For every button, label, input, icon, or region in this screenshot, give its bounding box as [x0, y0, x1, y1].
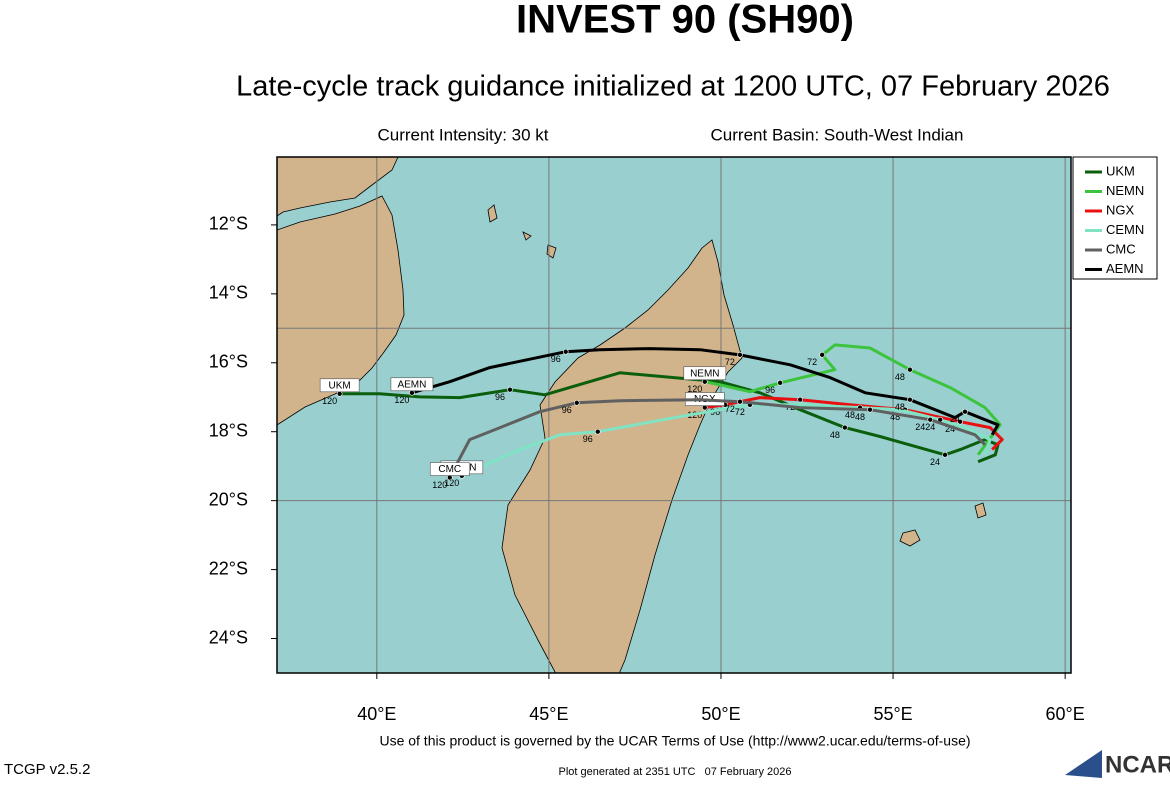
info-intensity: Current Intensity: 30 kt — [377, 125, 548, 144]
track-point — [957, 418, 963, 425]
track-point — [573, 399, 580, 406]
subtitle: Late-cycle track guidance initialized at… — [236, 71, 1110, 103]
track-point — [819, 352, 825, 358]
x-tick-label: 55°E — [873, 704, 912, 724]
hour-label: 48 — [890, 412, 900, 422]
track-name: UKM — [329, 380, 351, 391]
hour-label: 48 — [895, 372, 905, 382]
track-line — [704, 343, 1002, 456]
track-name-box — [390, 377, 434, 392]
islands — [487, 204, 987, 547]
tracks: 244896120UKM487296120NEMN24487296120NGX2… — [319, 343, 1004, 490]
legend-box — [1072, 156, 1158, 280]
legend-label: CMC — [1106, 241, 1136, 256]
track-point — [594, 428, 601, 435]
y-tick-label: 12°S — [209, 214, 248, 234]
hour-label: 72 — [735, 407, 745, 417]
plot-frame — [276, 156, 1072, 674]
hour-label: 24 — [945, 424, 955, 434]
hour-label: 48 — [830, 430, 840, 440]
hour-label: 72 — [807, 357, 817, 367]
logo-mark — [1065, 750, 1102, 778]
terms: Use of this product is governed by the U… — [379, 733, 970, 749]
hour-label: 120 — [394, 395, 409, 405]
hour-label: 24 — [950, 414, 960, 424]
hour-label: 24 — [925, 422, 935, 432]
title: INVEST 90 (SH90) — [516, 0, 854, 42]
hour-label: 72 — [725, 404, 735, 414]
info-basin: Current Basin: South-West Indian — [711, 125, 964, 144]
hour-label: 120 — [432, 480, 447, 490]
track-name-box — [429, 462, 470, 476]
track-name-box — [319, 378, 360, 393]
y-tick-label: 24°S — [209, 627, 248, 647]
legend-label: NGX — [1106, 202, 1135, 217]
hour-label: 72 — [725, 357, 735, 367]
hour-label: 96 — [562, 405, 572, 415]
track-point — [777, 379, 783, 386]
hour-label: 24 — [930, 457, 940, 467]
track-line — [411, 347, 1000, 436]
track-point — [797, 396, 803, 403]
x-tick-label: 60°E — [1046, 704, 1085, 724]
x-tick-label: 50°E — [701, 704, 740, 724]
hour-label: 48 — [855, 412, 865, 422]
hour-label: 48 — [895, 402, 905, 412]
legend-label: AEMN — [1106, 261, 1144, 276]
track-name: AEMN — [397, 379, 426, 390]
hour-label: 96 — [495, 392, 505, 402]
legend-label: UKM — [1106, 163, 1135, 178]
x-tick-label: 45°E — [529, 704, 568, 724]
y-tick-label: 16°S — [209, 352, 248, 372]
track-name: NEMN — [690, 368, 719, 379]
version: TCGP v2.5.2 — [4, 761, 90, 778]
track-point — [507, 386, 513, 393]
y-tick-label: 18°S — [209, 420, 248, 440]
track-point — [907, 366, 913, 373]
track-point — [942, 452, 948, 458]
legend-label: NEMN — [1106, 183, 1144, 198]
hour-label: 24 — [915, 422, 925, 432]
track-point — [907, 396, 913, 403]
hour-label: 48 — [845, 410, 855, 420]
x-tick-label: 40°E — [357, 704, 396, 724]
hour-label: 120 — [444, 478, 459, 488]
track-name: CMC — [438, 464, 461, 475]
track-point — [737, 352, 743, 358]
track-point — [842, 424, 848, 431]
hour-label: 96 — [710, 407, 720, 417]
axes: 40°E 45°E 50°E 55°E 60°E 12°S 14°S 16°S 18°S 20°S… — [209, 214, 1085, 724]
y-tick-label: 22°S — [209, 558, 248, 578]
track-point — [867, 406, 873, 413]
hour-label: 96 — [583, 434, 593, 444]
track-line — [448, 398, 987, 479]
hour-label: 120 — [687, 384, 702, 394]
track-point — [562, 348, 569, 355]
legend-label: CEMN — [1106, 222, 1144, 237]
legend: UKM NEMN NGX CEMN CMC AEMN — [1072, 156, 1158, 280]
hour-label: 120 — [322, 396, 337, 406]
logo: NCAR — [1105, 751, 1170, 778]
y-tick-label: 20°S — [209, 489, 248, 509]
generated: Plot generated at 2351 UTC 07 February 2… — [559, 766, 792, 778]
track-point — [927, 416, 934, 423]
track-name-box — [683, 366, 727, 381]
africa — [277, 157, 405, 426]
hour-label: 96 — [765, 385, 775, 395]
track-point — [737, 398, 743, 405]
track-point — [962, 408, 968, 415]
hour-label: 96 — [551, 354, 561, 364]
y-tick-label: 14°S — [209, 283, 248, 303]
